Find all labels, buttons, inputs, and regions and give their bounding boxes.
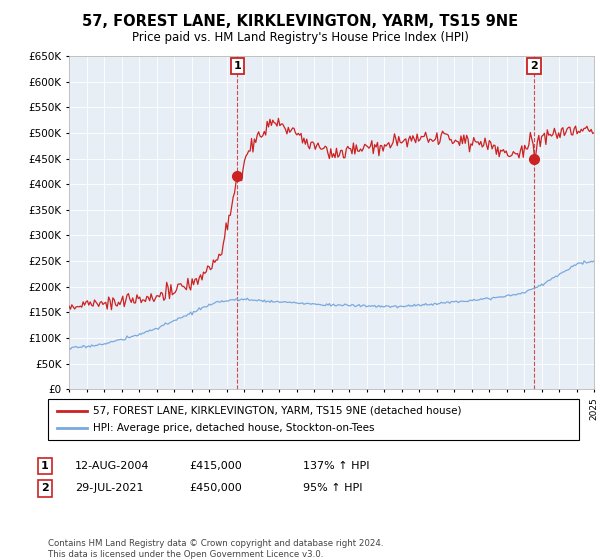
Text: 95% ↑ HPI: 95% ↑ HPI [303, 483, 362, 493]
Text: 2: 2 [41, 483, 49, 493]
Text: 137% ↑ HPI: 137% ↑ HPI [303, 461, 370, 471]
Text: Contains HM Land Registry data © Crown copyright and database right 2024.
This d: Contains HM Land Registry data © Crown c… [48, 539, 383, 559]
Text: 12-AUG-2004: 12-AUG-2004 [75, 461, 149, 471]
Text: 57, FOREST LANE, KIRKLEVINGTON, YARM, TS15 9NE (detached house): 57, FOREST LANE, KIRKLEVINGTON, YARM, TS… [93, 405, 461, 416]
Text: 29-JUL-2021: 29-JUL-2021 [75, 483, 143, 493]
Text: HPI: Average price, detached house, Stockton-on-Tees: HPI: Average price, detached house, Stoc… [93, 423, 374, 433]
Text: 1: 1 [233, 61, 241, 71]
Text: 1: 1 [41, 461, 49, 471]
Text: £415,000: £415,000 [189, 461, 242, 471]
Text: 2: 2 [530, 61, 538, 71]
Text: £450,000: £450,000 [189, 483, 242, 493]
Text: 57, FOREST LANE, KIRKLEVINGTON, YARM, TS15 9NE: 57, FOREST LANE, KIRKLEVINGTON, YARM, TS… [82, 14, 518, 29]
Text: Price paid vs. HM Land Registry's House Price Index (HPI): Price paid vs. HM Land Registry's House … [131, 31, 469, 44]
